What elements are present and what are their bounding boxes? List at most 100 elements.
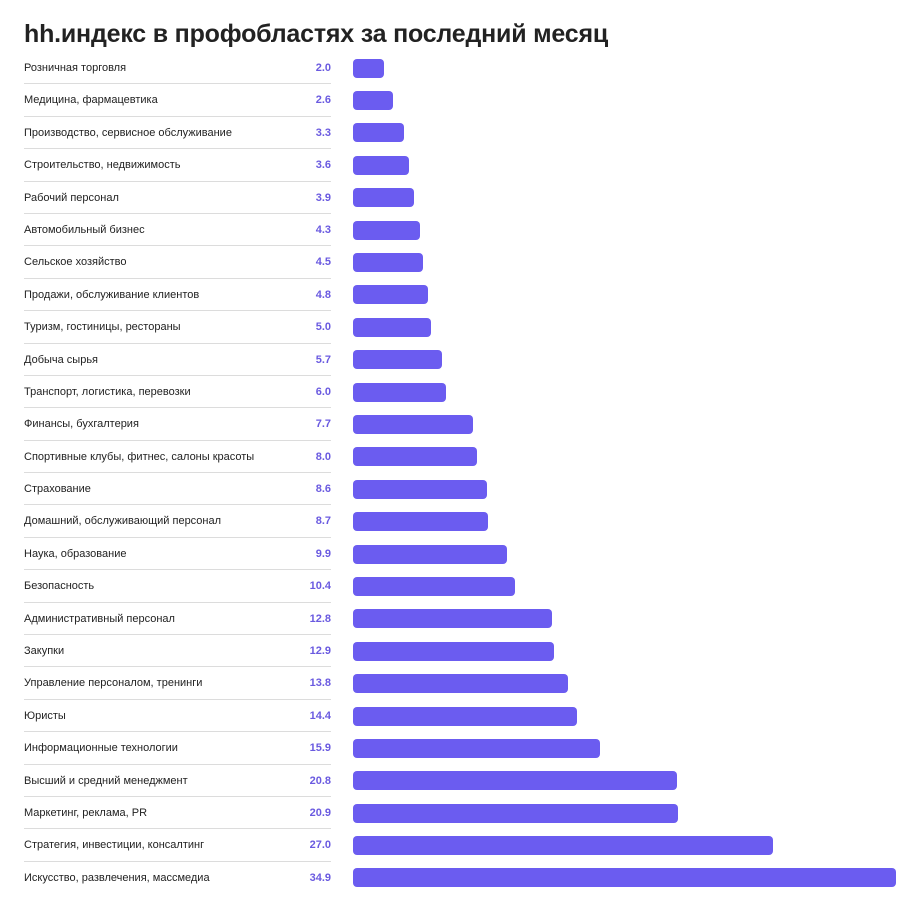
value-label: 5.7 — [315, 353, 331, 366]
bar — [353, 674, 568, 694]
chart-row: Медицина, фармацевтика 2.6 — [0, 84, 920, 117]
bar — [353, 803, 679, 823]
row-divider — [24, 795, 331, 797]
bar — [353, 91, 394, 111]
row-divider — [24, 569, 331, 571]
value-label: 3.9 — [315, 191, 331, 204]
value-label: 20.9 — [309, 806, 331, 819]
category-label: Страхование — [24, 483, 91, 496]
category-label: Управление персоналом, тренинги — [24, 677, 203, 690]
category-label: Добыча сырья — [24, 353, 99, 366]
bar — [353, 576, 515, 596]
row-divider — [24, 148, 331, 150]
value-label: 34.9 — [309, 871, 331, 884]
value-label: 12.9 — [309, 645, 331, 658]
category-label: Розничная торговля — [24, 62, 127, 74]
value-label: 2.6 — [315, 94, 331, 107]
chart-row: Производство, сервисное обслуживание 3.3 — [0, 117, 920, 150]
row-divider — [24, 828, 331, 830]
row-divider — [24, 310, 331, 312]
bar — [353, 123, 405, 143]
value-label: 13.8 — [309, 677, 331, 690]
row-divider — [24, 698, 331, 700]
row-divider — [24, 634, 331, 636]
category-label: Маркетинг, реклама, PR — [24, 806, 148, 819]
category-label: Транспорт, логистика, перевозки — [24, 385, 191, 398]
bar-chart: Розничная торговля 2.0 Медицина, фармацевт… — [0, 52, 920, 894]
category-label: Туризм, гостиницы, рестораны — [24, 321, 181, 334]
category-label: Спортивные клубы, фитнес, салоны красоты — [24, 450, 255, 463]
chart-row: Управление персоналом, тренинги 13.8 — [0, 667, 920, 700]
row-divider — [24, 212, 331, 214]
chart-row: Продажи, обслуживание клиентов 4.8 — [0, 279, 920, 312]
chart-row: Закупки 12.9 — [0, 635, 920, 668]
row-divider — [24, 342, 331, 344]
category-label: Информационные технологии — [24, 742, 178, 755]
bar — [353, 738, 601, 758]
category-label: Продажи, обслуживание клиентов — [24, 288, 200, 301]
category-label: Финансы, бухгалтерия — [24, 418, 139, 431]
value-label: 4.3 — [315, 223, 331, 236]
chart-row: Маркетинг, реклама, PR 20.9 — [0, 797, 920, 830]
bar — [353, 253, 423, 273]
bar — [353, 188, 414, 208]
value-label: 27.0 — [309, 839, 331, 852]
bar — [353, 868, 896, 888]
chart-row: Сельское хозяйство 4.5 — [0, 246, 920, 279]
row-divider — [24, 472, 331, 474]
category-label: Искусство, развлечения, массмедиа — [24, 871, 210, 884]
bar — [353, 706, 578, 726]
bar — [353, 414, 473, 434]
category-label: Безопасность — [24, 580, 95, 593]
value-label: 15.9 — [309, 742, 331, 755]
category-label: Сельское хозяйство — [24, 256, 127, 269]
chart-row: Рабочий персонал 3.9 — [0, 182, 920, 214]
row-divider — [24, 245, 331, 247]
value-label: 2.0 — [315, 62, 331, 74]
category-label: Медицина, фармацевтика — [24, 94, 158, 107]
chart-row: Информационные технологии 15.9 — [0, 732, 920, 765]
chart-row: Домашний, обслуживающий персонал 8.7 — [0, 505, 920, 538]
chart-row: Юристы 14.4 — [0, 700, 920, 733]
bar — [353, 350, 442, 370]
value-label: 8.0 — [315, 450, 331, 463]
bar — [353, 544, 508, 564]
bar — [353, 155, 409, 175]
category-label: Закупки — [24, 645, 65, 658]
value-label: 6.0 — [315, 385, 331, 398]
chart-row: Высший и средний менеджмент 20.8 — [0, 765, 920, 797]
row-divider — [24, 277, 331, 279]
category-label: Рабочий персонал — [24, 191, 119, 204]
value-label: 9.9 — [315, 547, 331, 560]
chart-row: Безопасность 10.4 — [0, 570, 920, 603]
category-label: Домашний, обслуживающий персонал — [24, 515, 222, 528]
bar — [353, 447, 478, 467]
category-label: Юристы — [24, 709, 66, 722]
value-label: 10.4 — [309, 580, 331, 593]
bar — [353, 609, 553, 629]
row-divider — [24, 407, 331, 409]
chart-row: Розничная торговля 2.0 — [0, 52, 920, 85]
chart-row: Туризм, гостиницы, рестораны 5.0 — [0, 311, 920, 344]
row-divider — [24, 601, 331, 603]
category-label: Производство, сервисное обслуживание — [24, 126, 232, 139]
chart-row: Административный персонал 12.8 — [0, 603, 920, 636]
category-label: Стратегия, инвестиции, консалтинг — [24, 839, 205, 852]
chart-title: hh.индекс в профобластях за последний ме… — [24, 20, 609, 48]
bar — [353, 317, 431, 337]
chart-row: Стратегия, инвестиции, консалтинг 27.0 — [0, 829, 920, 862]
value-label: 7.7 — [315, 418, 331, 431]
value-label: 4.8 — [315, 288, 331, 301]
row-divider — [24, 374, 331, 376]
category-label: Автомобильный бизнес — [24, 223, 145, 236]
value-label: 3.6 — [315, 159, 331, 172]
chart-row: Автомобильный бизнес 4.3 — [0, 214, 920, 247]
value-label: 5.0 — [315, 321, 331, 334]
bar — [353, 771, 677, 791]
row-divider — [24, 536, 331, 538]
row-divider — [24, 666, 331, 668]
category-label: Высший и средний менеджмент — [24, 774, 188, 787]
row-divider — [24, 763, 331, 765]
bar — [353, 641, 554, 661]
category-label: Административный персонал — [24, 612, 175, 625]
